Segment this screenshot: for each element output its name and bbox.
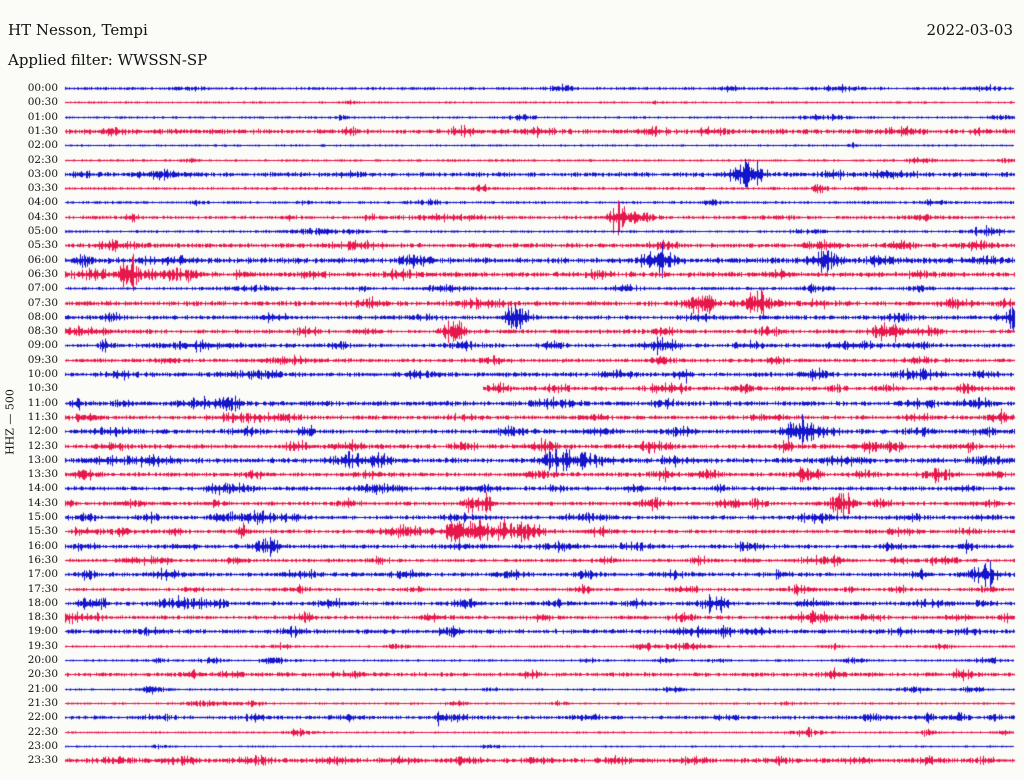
time-label: 17:30 [27,582,58,595]
time-label: 11:30 [27,410,58,423]
time-label: 03:00 [27,167,58,180]
time-label: 00:30 [27,96,58,109]
time-label: 15:00 [27,510,58,523]
time-label: 10:30 [27,382,58,395]
time-label: 09:00 [27,339,58,352]
time-label: 23:00 [27,739,58,752]
time-label: 14:00 [27,482,58,495]
time-label: 11:00 [27,396,58,409]
time-label: 12:00 [27,424,58,437]
time-label: 10:00 [27,367,58,380]
time-label: 01:30 [27,124,58,137]
time-label: 21:00 [27,682,58,695]
time-label: 17:00 [27,567,58,580]
time-label: 09:30 [27,353,58,366]
time-label: 22:00 [27,710,58,723]
time-label: 18:00 [27,596,58,609]
time-label: 23:30 [27,753,58,766]
time-label: 00:00 [27,81,58,94]
time-label: 22:30 [27,725,58,738]
time-label: 07:00 [27,281,58,294]
time-label: 12:30 [27,439,58,452]
time-label: 06:30 [27,267,58,280]
time-label: 21:30 [27,696,58,709]
time-label: 13:00 [27,453,58,466]
time-label: 01:00 [27,110,58,123]
time-label: 03:30 [27,181,58,194]
time-label: 04:30 [27,210,58,223]
time-label: 08:00 [27,310,58,323]
time-label: 19:30 [27,639,58,652]
time-label: 16:30 [27,553,58,566]
time-label: 15:30 [27,525,58,538]
time-label: 06:00 [27,253,58,266]
time-label: 14:30 [27,496,58,509]
time-label: 13:30 [27,467,58,480]
time-label: 20:30 [27,668,58,681]
time-label: 07:30 [27,296,58,309]
time-label: 05:30 [27,239,58,252]
time-label: 05:00 [27,224,58,237]
time-label: 20:00 [27,653,58,666]
time-label: 19:00 [27,625,58,638]
time-label: 02:00 [27,138,58,151]
time-label: 02:30 [27,153,58,166]
time-label: 08:30 [27,324,58,337]
time-label: 04:00 [27,196,58,209]
time-label: 16:00 [27,539,58,552]
time-label: 18:30 [27,610,58,623]
